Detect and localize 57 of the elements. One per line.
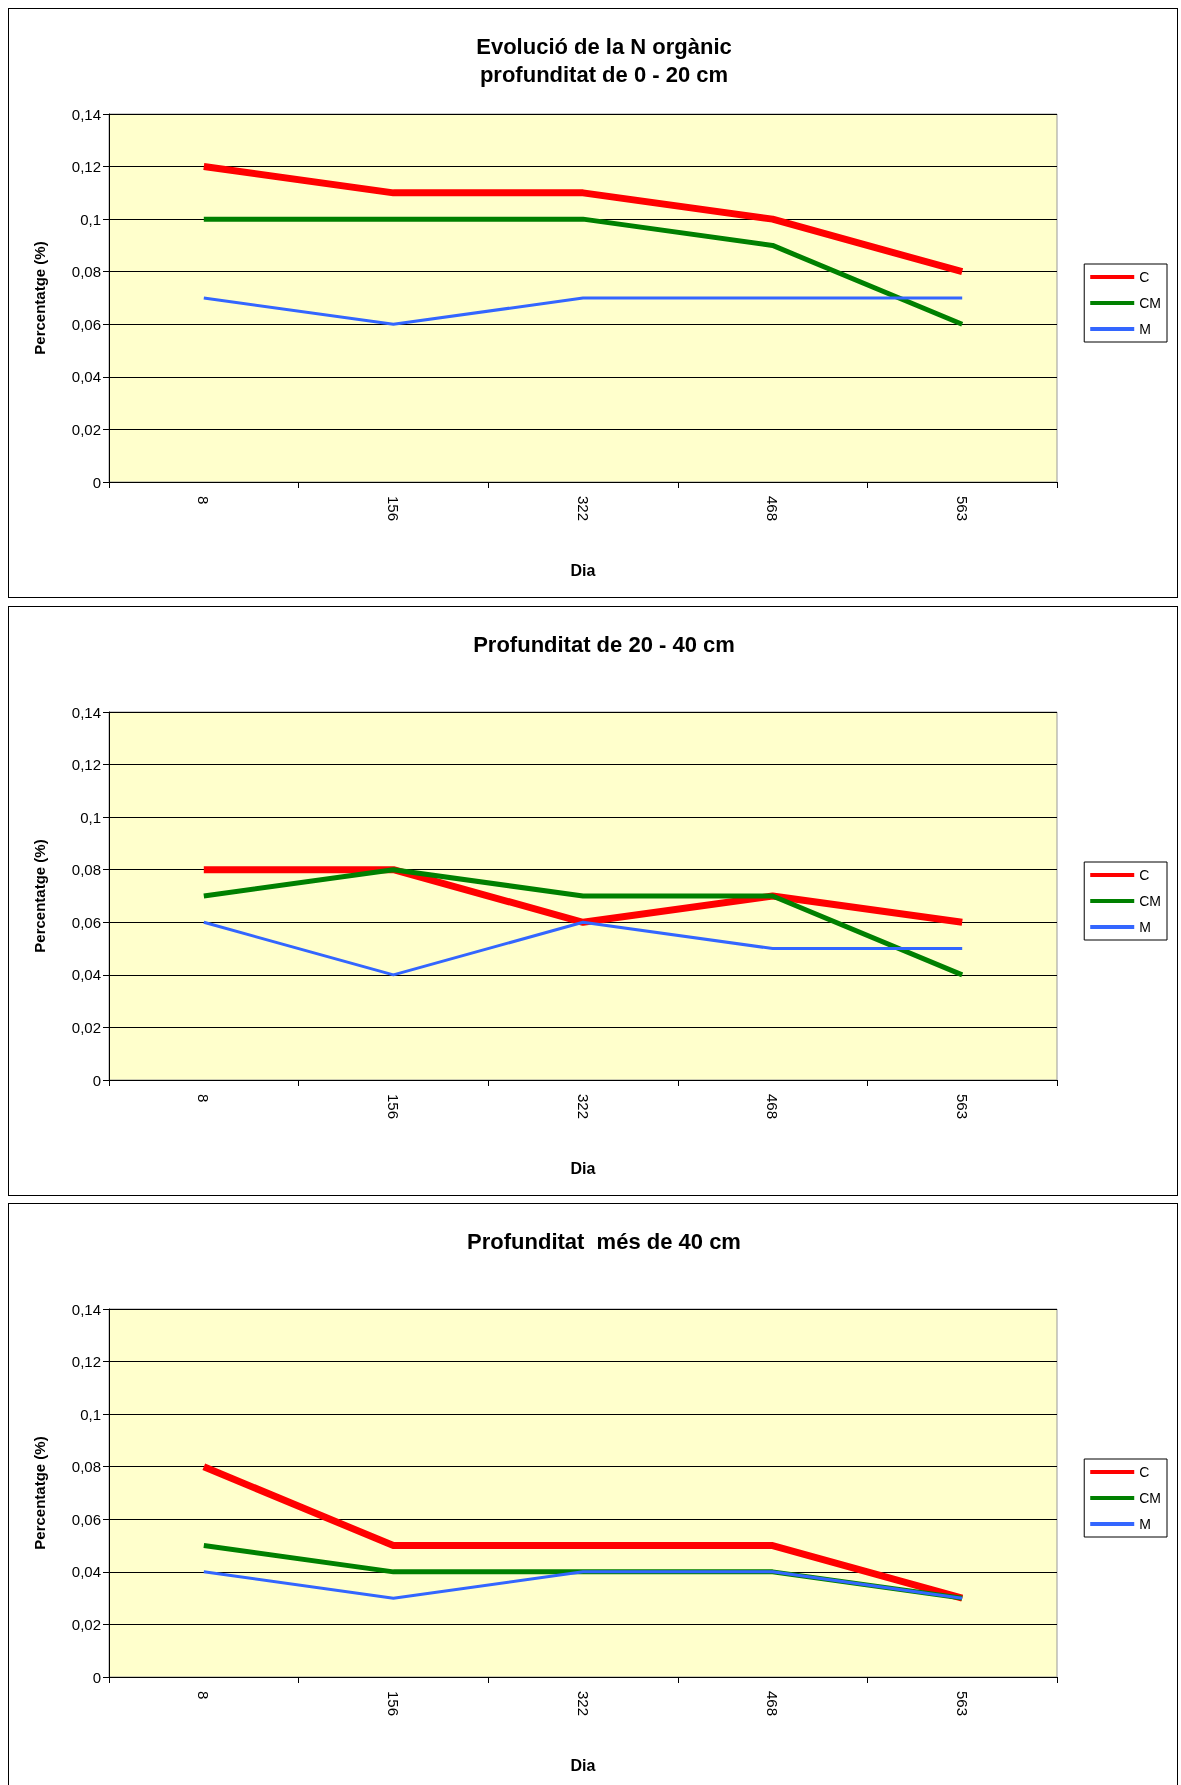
x-axis-title: Dia: [570, 1756, 596, 1774]
y-tick-label: 0,02: [71, 1018, 101, 1036]
y-tick-label: 0,12: [71, 756, 101, 774]
y-axis-title: Percentatge (%): [31, 1436, 48, 1550]
y-tick-label: 0: [92, 1668, 101, 1686]
y-tick-label: 0,08: [71, 1458, 101, 1476]
x-tick-label: 563: [953, 1691, 971, 1717]
x-tick-label: 322: [574, 1094, 592, 1120]
x-axis-title: Dia: [570, 1159, 596, 1177]
x-tick-label: 8: [195, 1691, 213, 1700]
x-tick-label: 468: [764, 496, 782, 522]
legend-label: M: [1139, 1516, 1151, 1532]
x-tick-label: 156: [384, 1691, 402, 1717]
y-tick-label: 0,06: [71, 1510, 101, 1528]
y-tick-label: 0,1: [80, 808, 101, 826]
y-tick-label: 0,14: [71, 703, 101, 721]
y-tick-label: 0,08: [71, 861, 101, 879]
y-tick-label: 0,04: [71, 966, 101, 984]
y-tick-label: 0,06: [71, 913, 101, 931]
legend-label: CM: [1139, 1490, 1162, 1506]
x-tick-label: 322: [574, 496, 592, 522]
y-tick-label: 0,12: [71, 158, 101, 176]
legend-label: M: [1139, 321, 1151, 337]
y-tick-label: 0: [92, 473, 101, 491]
y-tick-label: 0,14: [71, 1300, 101, 1318]
x-tick-label: 563: [953, 496, 971, 522]
y-tick-label: 0,1: [80, 210, 101, 228]
x-tick-label: 156: [384, 496, 402, 522]
x-tick-label: 322: [574, 1691, 592, 1717]
y-tick-label: 0,02: [71, 1615, 101, 1633]
chart-title: Evolució de la N orgànic profunditat de 0 - 20 cm: [476, 33, 732, 87]
y-tick-label: 0,06: [71, 315, 101, 333]
y-axis-title: Percentatge (%): [31, 241, 48, 355]
legend-label: C: [1139, 1464, 1150, 1480]
x-axis-title: Dia: [570, 561, 596, 579]
legend-label: CM: [1139, 893, 1162, 909]
y-axis-title: Percentatge (%): [31, 839, 48, 953]
y-tick-label: 0,04: [71, 368, 101, 386]
y-tick-label: 0,08: [71, 263, 101, 281]
y-tick-label: 0,04: [71, 1563, 101, 1581]
x-tick-label: 468: [764, 1094, 782, 1120]
legend-label: CM: [1139, 295, 1162, 311]
legend-label: C: [1139, 269, 1150, 285]
y-tick-label: 0,02: [71, 420, 101, 438]
y-tick-label: 0,12: [71, 1353, 101, 1371]
y-tick-label: 0: [92, 1071, 101, 1089]
x-tick-label: 563: [953, 1094, 971, 1120]
y-tick-label: 0,14: [71, 105, 101, 123]
legend-label: M: [1139, 919, 1151, 935]
x-tick-label: 8: [195, 496, 213, 505]
y-tick-label: 0,1: [80, 1405, 101, 1423]
x-tick-label: 156: [384, 1094, 402, 1120]
chart-title: Profunditat de 20 - 40 cm: [473, 631, 735, 657]
x-tick-label: 8: [195, 1094, 213, 1103]
legend-label: C: [1139, 867, 1150, 883]
x-tick-label: 468: [764, 1691, 782, 1717]
chart-title: Profunditat més de 40 cm: [467, 1228, 741, 1254]
